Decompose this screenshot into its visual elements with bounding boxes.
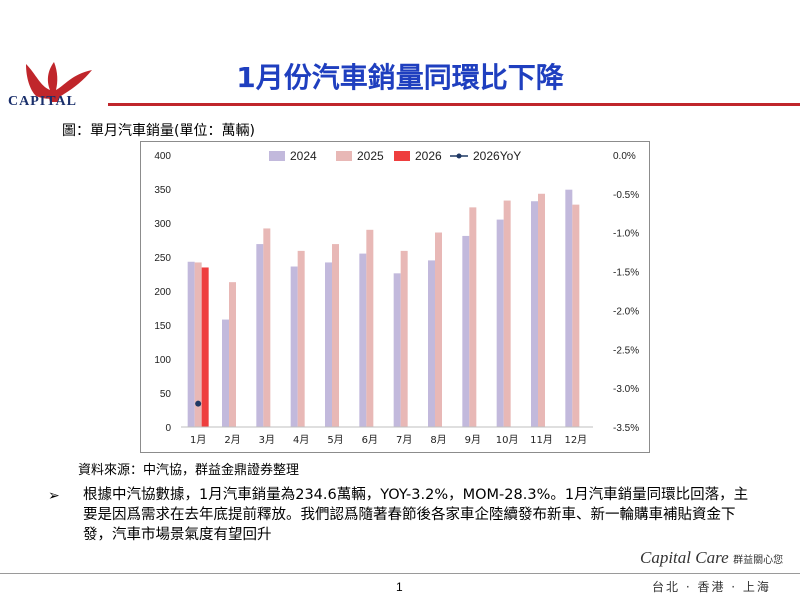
- bar-2025: [194, 262, 202, 427]
- bar-2024: [393, 273, 401, 427]
- footer-divider: [0, 573, 800, 574]
- bar-2025: [503, 200, 511, 427]
- sales-chart: 0 50 100 150 200 250 300 350 400 -3.5% -3.0% -2.5% -…: [154, 149, 639, 446]
- y-tick-label: 0: [165, 423, 171, 434]
- bar-2024: [531, 201, 538, 427]
- bar-2025: [366, 229, 374, 427]
- figure-source: 資料來源：中汽協，群益金鼎證券整理: [78, 463, 300, 478]
- bar-2025: [297, 250, 305, 427]
- page-number: 1: [396, 580, 403, 594]
- x-tick-label: 11月: [530, 434, 553, 446]
- y2-tick-label: -3.0%: [613, 384, 639, 395]
- y-tick-label: 400: [154, 151, 171, 162]
- y2-tick-label: -2.0%: [613, 306, 639, 317]
- bar-2025: [332, 244, 339, 427]
- legend-swatch: [269, 151, 285, 161]
- y-tick-label: 250: [154, 253, 171, 264]
- capital-eagle-logo-icon: [26, 62, 92, 102]
- x-tick-label: 4月: [293, 434, 309, 446]
- bar-2024: [565, 189, 573, 427]
- bar-2024: [187, 261, 195, 427]
- y2-tick-label: -3.5%: [613, 423, 639, 434]
- bar-2024: [496, 219, 504, 427]
- figure-caption: 圖：單月汽車銷量(單位：萬輛): [62, 123, 255, 139]
- page-title: 1月份汽車銷量同環比下降: [236, 61, 564, 94]
- bar-2025: [400, 250, 408, 427]
- capital-care-cn: 群益關心您: [733, 555, 784, 566]
- y2-tick-label: 0.0%: [613, 151, 636, 162]
- legend-label: 2024: [290, 149, 317, 163]
- logo-wordmark: CAPITAL: [8, 94, 77, 109]
- yoy-point: [195, 400, 202, 407]
- bullet-marker-icon: ➢: [48, 487, 60, 503]
- legend-label: 2026: [415, 149, 442, 163]
- y-tick-label: 350: [154, 185, 171, 196]
- y2-tick-label: -1.0%: [613, 229, 639, 240]
- x-tick-label: 5月: [327, 434, 343, 446]
- bar-2024: [222, 319, 229, 427]
- y-tick-label: 150: [154, 321, 171, 332]
- title-divider: [108, 103, 800, 106]
- y2-tick-label: -2.5%: [613, 345, 639, 356]
- x-tick-label: 10月: [496, 434, 519, 446]
- bar-2026: [201, 267, 209, 427]
- x-tick-label: 1月: [190, 434, 206, 446]
- x-tick-label: 6月: [362, 434, 378, 446]
- legend-swatch: [336, 151, 352, 161]
- footer-cities: 台北 · 香港 · 上海: [652, 580, 771, 594]
- legend-marker: [456, 153, 462, 159]
- bar-2024: [256, 244, 264, 427]
- x-tick-label: 12月: [564, 434, 587, 446]
- legend-label: 2025: [357, 149, 384, 163]
- bar-2025: [263, 228, 271, 427]
- bar-2024: [290, 266, 298, 427]
- bar-2025: [229, 282, 236, 427]
- x-tick-label: 8月: [430, 434, 446, 446]
- bar-2025: [538, 193, 545, 427]
- x-tick-label: 9月: [465, 434, 481, 446]
- bar-2025: [469, 207, 477, 427]
- capital-care-script: Capital Care: [640, 548, 729, 567]
- x-tick-label: 2月: [224, 434, 240, 446]
- bullet-text: 根據中汽協數據，1月汽車銷量為234.6萬輛，YOY-3.2%，MOM-28.3…: [83, 487, 749, 543]
- bar-2024: [359, 253, 367, 427]
- bar-2024: [325, 262, 332, 427]
- y2-tick-label: -1.5%: [613, 268, 639, 279]
- bar-2025: [435, 232, 442, 427]
- legend-label: 2026YoY: [473, 149, 521, 163]
- x-tick-label: 3月: [259, 434, 275, 446]
- bar-2024: [428, 260, 435, 427]
- y2-tick-label: -0.5%: [613, 190, 639, 201]
- capital-care-logo: Capital Care 群益關心您: [640, 548, 790, 574]
- y-tick-label: 300: [154, 219, 171, 230]
- y-tick-label: 100: [154, 355, 171, 366]
- chart-container: 0 50 100 150 200 250 300 350 400 -3.5% -3.0% -2.5% -…: [140, 141, 650, 453]
- x-tick-label: 7月: [396, 434, 412, 446]
- y-tick-label: 50: [160, 389, 172, 400]
- bar-2025: [572, 204, 580, 427]
- legend-swatch: [394, 151, 410, 161]
- bar-2024: [462, 235, 470, 427]
- y-tick-label: 200: [154, 287, 171, 298]
